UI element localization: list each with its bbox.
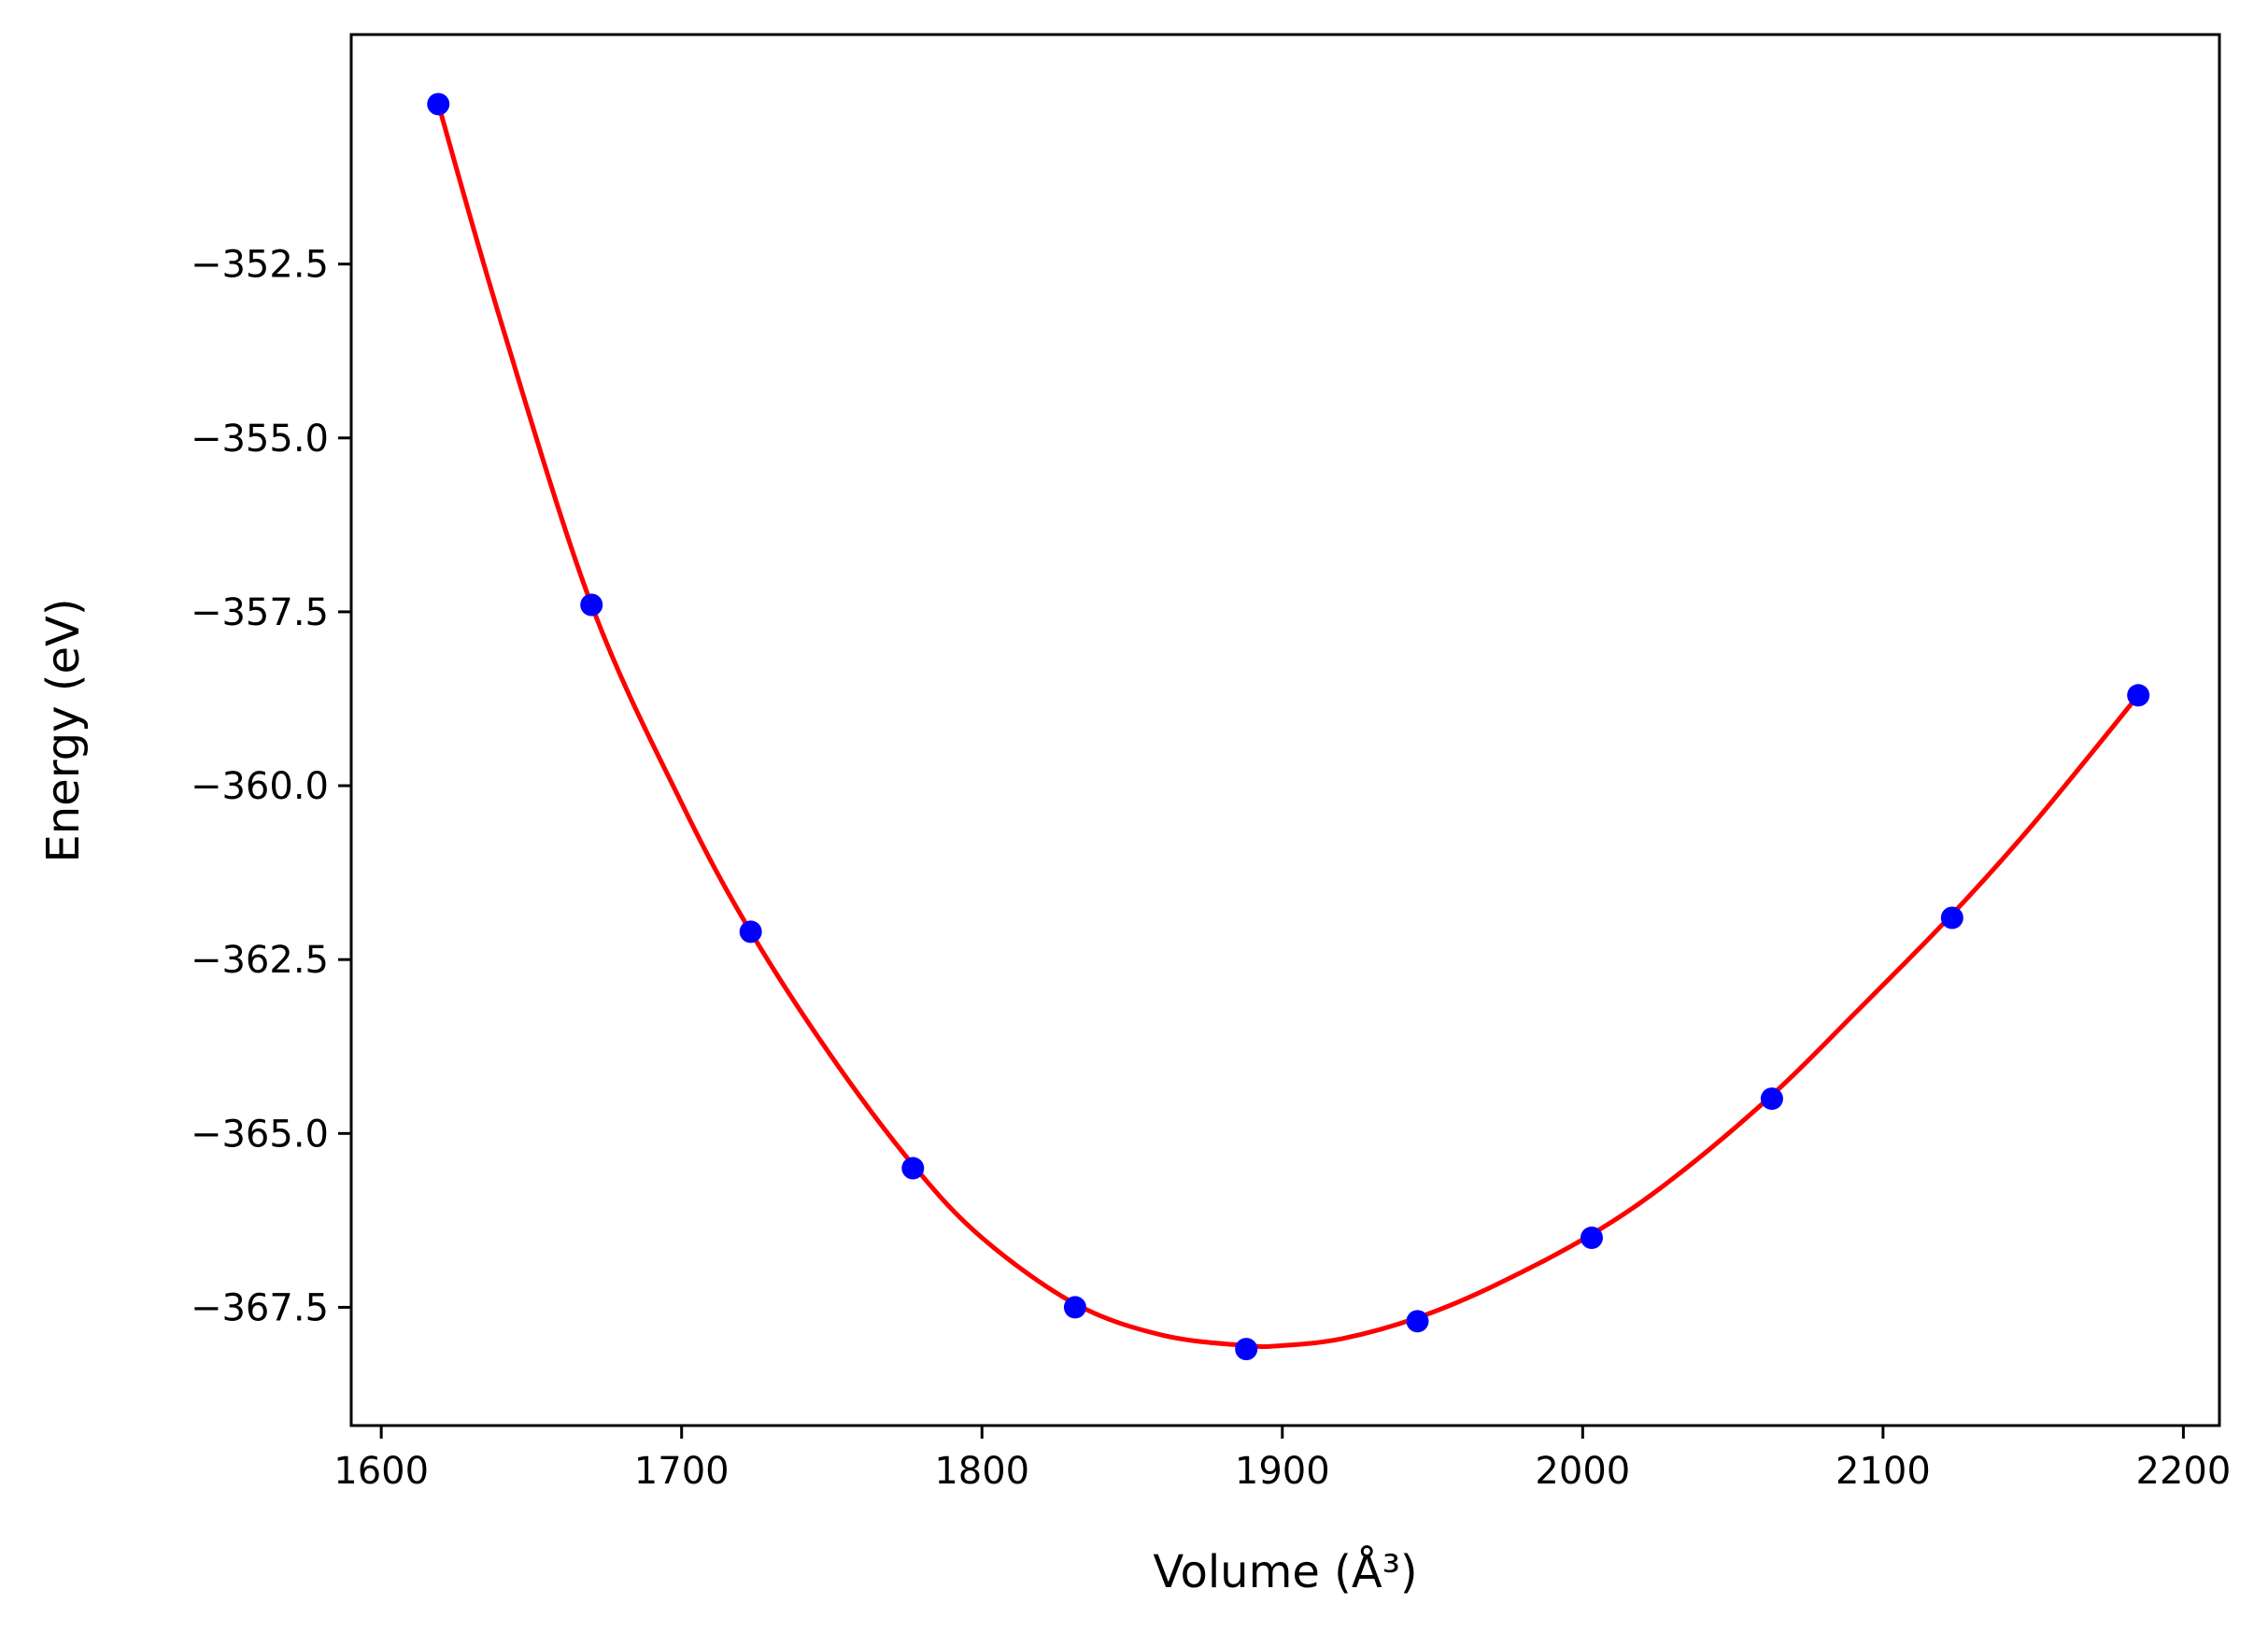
fit-curve <box>435 103 2141 1350</box>
y-tick-label: −367.5 <box>191 1286 329 1329</box>
data-point <box>1063 1296 1086 1319</box>
data-point <box>1760 1087 1783 1111</box>
plot-marks <box>427 92 2150 1361</box>
x-axis-label: Volume (Å³) <box>1153 1545 1417 1598</box>
data-point <box>580 593 603 617</box>
x-tick-label: 1700 <box>634 1450 730 1493</box>
x-axis: 1600 1700 1800 1900 2000 2100 2200 <box>333 1426 2231 1493</box>
data-point <box>1406 1310 1429 1333</box>
y-tick-label: −355.0 <box>191 418 329 461</box>
x-tick-label: 2000 <box>1535 1450 1630 1493</box>
data-point <box>1940 906 1963 930</box>
data-point <box>739 920 762 944</box>
data-point <box>901 1157 925 1180</box>
y-axis-label: Energy (eV) <box>37 598 90 862</box>
x-tick-label: 1800 <box>934 1450 1029 1493</box>
y-tick-label: −365.0 <box>191 1113 329 1156</box>
y-tick-label: −360.0 <box>191 765 329 808</box>
data-point <box>1580 1226 1603 1249</box>
data-point <box>1235 1338 1258 1361</box>
y-tick-label: −357.5 <box>191 591 329 634</box>
y-tick-label: −362.5 <box>191 939 329 982</box>
x-tick-label: 1900 <box>1235 1450 1330 1493</box>
data-point <box>427 92 450 116</box>
y-axis: −352.5 −355.0 −357.5 −360.0 −362.5 −365.0 −367… <box>191 244 351 1329</box>
x-tick-label: 2200 <box>2136 1450 2232 1493</box>
x-tick-label: 2100 <box>1836 1450 1931 1493</box>
data-point <box>2127 684 2150 707</box>
plot-frame <box>349 33 2221 1427</box>
x-tick-label: 1600 <box>333 1450 429 1493</box>
y-tick-label: −352.5 <box>191 244 329 287</box>
